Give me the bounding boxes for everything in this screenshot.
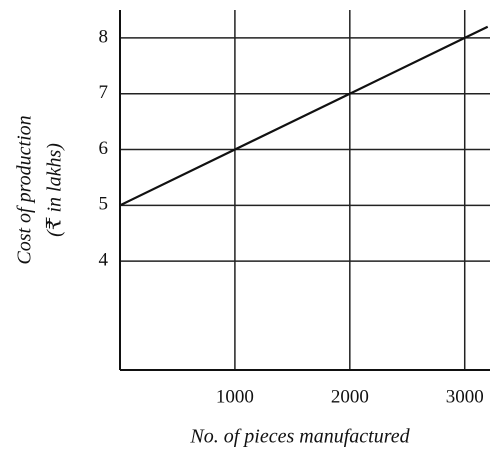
data-line xyxy=(119,25,489,207)
y-tick-label: 4 xyxy=(99,250,109,271)
y-tick-label: 5 xyxy=(99,194,109,215)
y-tick-label: 6 xyxy=(99,138,109,159)
y-axis-label: (₹ in lakhs) xyxy=(44,143,66,237)
x-axis-label: No. of pieces manufactured xyxy=(189,426,410,448)
x-tick-label: 1000 xyxy=(216,386,254,407)
y-tick-label: 8 xyxy=(99,26,109,47)
y-tick-label: 7 xyxy=(99,82,109,103)
y-axis-label: Cost of production xyxy=(14,115,36,264)
x-tick-label: 2000 xyxy=(331,386,369,407)
x-tick-label: 3000 xyxy=(446,386,484,407)
